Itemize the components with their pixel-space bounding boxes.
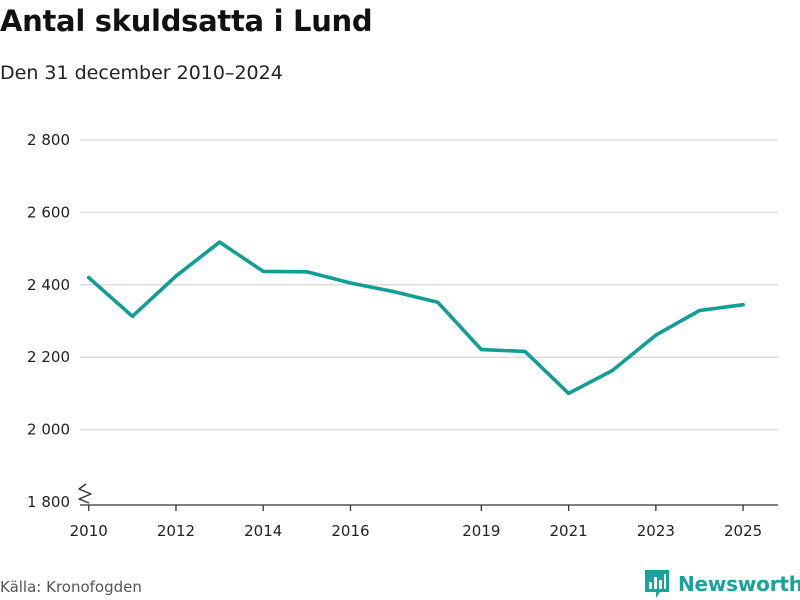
line-chart: 1 800 2 000 2 200 2 400 2 600 2 800 2010 2012 20… [27,131,778,540]
bar-chart-logo-icon [645,570,669,598]
x-tick-label: 2019 [462,522,500,540]
data-point [654,333,658,337]
x-tick-label: 2012 [157,522,195,540]
brand-name: Newsworthy [678,572,800,596]
chart-subtitle: Den 31 december 2010–2024 [0,62,283,84]
axes: 1 800 2 000 2 200 2 400 2 600 2 800 2010 2012 20… [27,131,778,540]
series-line [86,240,745,396]
brand-logo: Newsworthy [644,569,800,599]
chart-title: Antal skuldsatta i Lund [0,4,373,38]
y-tick-label: 2 200 [27,348,70,366]
data-point [436,300,440,304]
source-note: Källa: Kronofogden [0,578,142,596]
x-tick-label: 2016 [331,522,369,540]
y-tick-label: 2 000 [27,421,70,439]
y-tick-label: 2 600 [27,203,70,221]
data-point [610,368,614,373]
data-point [130,314,134,318]
x-tick-label: 2010 [70,522,108,540]
y-tick-label: 2 400 [27,276,70,294]
x-tick-label: 2025 [724,522,762,540]
data-point [218,240,222,244]
x-tick-label: 2021 [550,522,588,540]
x-tick-label: 2023 [637,522,675,540]
data-point [305,270,309,274]
data-point [348,281,353,285]
data-point [567,391,571,395]
data-point [87,275,91,280]
gridlines [80,139,778,431]
data-point [697,308,702,313]
data-point [392,290,396,294]
data-point [741,303,745,307]
data-point [174,274,178,278]
data-point [523,349,527,354]
data-point [261,269,265,274]
y-tick-label: 1 800 [27,493,70,511]
axis-break-icon [78,483,92,504]
data-point [479,347,483,352]
x-tick-label: 2014 [244,522,282,540]
series-layer [86,240,745,396]
y-tick-label: 2 800 [27,131,70,149]
